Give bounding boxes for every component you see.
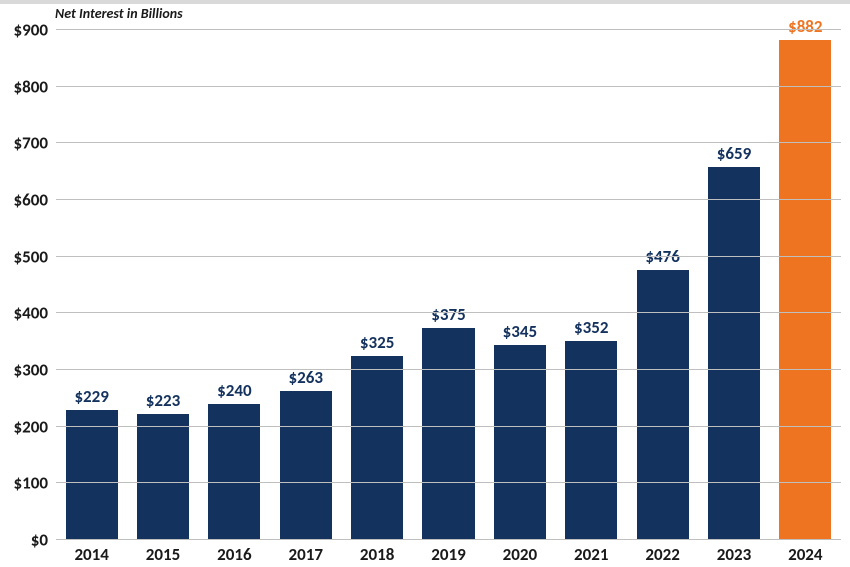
x-tick-label: 2023	[717, 544, 751, 565]
y-tick-label: $500	[14, 246, 48, 267]
x-tick-label: 2017	[289, 544, 323, 565]
gridline	[56, 426, 841, 427]
bar-value-label: $375	[431, 304, 465, 325]
gridline	[56, 256, 841, 257]
bar: $240	[208, 404, 260, 540]
gridline	[56, 199, 841, 200]
plot-area: $229 $223 $240 $263 $325 $375 $345 $352 $476 $659…	[56, 30, 841, 540]
bar-value-label: $229	[74, 386, 108, 407]
gridline	[56, 539, 841, 540]
x-tick-label: 2019	[431, 544, 465, 565]
bar-value-label: $352	[574, 317, 608, 338]
chart-title: Net Interest in Billions	[55, 5, 183, 22]
y-tick-label: $600	[14, 190, 48, 211]
bar-value-label: $263	[289, 367, 323, 388]
bar: $882	[779, 40, 831, 540]
bar: $325	[351, 356, 403, 540]
bar: $223	[137, 414, 189, 540]
top-border	[0, 0, 850, 4]
bar-value-label: $223	[146, 390, 180, 411]
x-tick-label: 2014	[74, 544, 108, 565]
bar-value-label: $345	[503, 321, 537, 342]
gridline	[56, 312, 841, 313]
bar: $375	[422, 328, 474, 541]
x-tick-label: 2020	[503, 544, 537, 565]
y-tick-label: $700	[14, 133, 48, 154]
bar: $229	[66, 410, 118, 540]
y-tick-label: $0	[31, 530, 48, 551]
bar: $659	[708, 167, 760, 540]
gridline	[56, 29, 841, 30]
x-tick-label: 2018	[360, 544, 394, 565]
x-tick-label: 2015	[146, 544, 180, 565]
x-tick-label: 2022	[645, 544, 679, 565]
gridline	[56, 369, 841, 370]
x-tick-label: 2024	[788, 544, 822, 565]
chart-area: $229 $223 $240 $263 $325 $375 $345 $352 $476 $659…	[56, 30, 841, 540]
y-tick-label: $200	[14, 416, 48, 437]
bar: $476	[637, 270, 689, 540]
gridline	[56, 142, 841, 143]
bar-value-label: $240	[217, 380, 251, 401]
bar: $263	[280, 391, 332, 540]
bar-value-label: $325	[360, 332, 394, 353]
bars-layer: $229 $223 $240 $263 $325 $375 $345 $352 $476 $659…	[56, 30, 841, 540]
gridline	[56, 482, 841, 483]
x-tick-label: 2021	[574, 544, 608, 565]
gridline	[56, 86, 841, 87]
bar-value-label: $476	[645, 246, 679, 267]
y-tick-label: $300	[14, 360, 48, 381]
bar: $352	[565, 341, 617, 540]
bar: $345	[494, 345, 546, 541]
y-tick-label: $100	[14, 473, 48, 494]
y-tick-label: $800	[14, 76, 48, 97]
y-tick-label: $400	[14, 303, 48, 324]
y-tick-label: $900	[14, 20, 48, 41]
bar-value-label: $659	[717, 143, 751, 164]
x-tick-label: 2016	[217, 544, 251, 565]
bar-value-label: $882	[788, 16, 822, 37]
